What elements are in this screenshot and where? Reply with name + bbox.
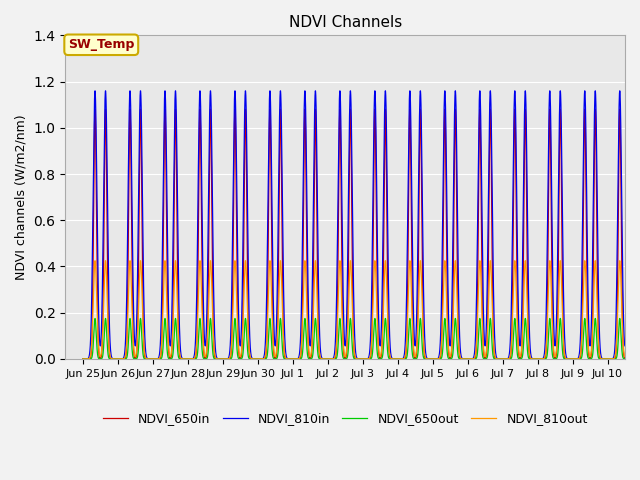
NDVI_650out xyxy=(639,356,640,362)
NDVI_650in xyxy=(219,356,227,362)
NDVI_810out xyxy=(79,356,86,362)
Line: NDVI_810in: NDVI_810in xyxy=(83,91,640,359)
Line: NDVI_650out: NDVI_650out xyxy=(83,318,640,359)
NDVI_810in xyxy=(639,356,640,362)
NDVI_810out xyxy=(413,343,420,348)
NDVI_810out xyxy=(290,356,298,362)
NDVI_650out xyxy=(290,356,298,362)
NDVI_650in xyxy=(413,345,420,351)
NDVI_810in xyxy=(189,356,196,361)
NDVI_650out xyxy=(189,356,196,362)
NDVI_650in xyxy=(346,140,353,146)
NDVI_810in xyxy=(413,304,420,310)
Y-axis label: NDVI channels (W/m2/nm): NDVI channels (W/m2/nm) xyxy=(15,114,28,280)
NDVI_810out xyxy=(189,356,196,362)
NDVI_650in xyxy=(411,355,419,360)
NDVI_810in xyxy=(346,108,353,113)
NDVI_810out xyxy=(411,353,419,359)
NDVI_650in xyxy=(189,356,196,362)
NDVI_810out xyxy=(219,356,227,362)
NDVI_650out xyxy=(411,356,419,362)
NDVI_650out xyxy=(413,355,420,361)
NDVI_810in xyxy=(91,88,99,94)
Line: NDVI_810out: NDVI_810out xyxy=(83,261,640,359)
NDVI_650out xyxy=(79,356,86,362)
NDVI_810out xyxy=(639,356,640,362)
Legend: NDVI_650in, NDVI_810in, NDVI_650out, NDVI_810out: NDVI_650in, NDVI_810in, NDVI_650out, NDV… xyxy=(98,407,593,430)
NDVI_810out xyxy=(91,258,99,264)
NDVI_810in xyxy=(290,356,298,362)
NDVI_650out xyxy=(219,356,227,362)
NDVI_810in xyxy=(411,338,419,344)
NDVI_810out xyxy=(346,266,353,272)
Text: SW_Temp: SW_Temp xyxy=(68,38,134,51)
NDVI_650in xyxy=(79,356,86,362)
Line: NDVI_650in: NDVI_650in xyxy=(83,109,640,359)
NDVI_650out xyxy=(346,323,353,328)
NDVI_650in xyxy=(290,356,298,362)
Title: NDVI Channels: NDVI Channels xyxy=(289,15,402,30)
NDVI_810in xyxy=(79,356,86,362)
NDVI_650in xyxy=(91,107,99,112)
NDVI_650in xyxy=(639,356,640,362)
NDVI_650out xyxy=(91,315,99,321)
NDVI_810in xyxy=(219,356,227,362)
